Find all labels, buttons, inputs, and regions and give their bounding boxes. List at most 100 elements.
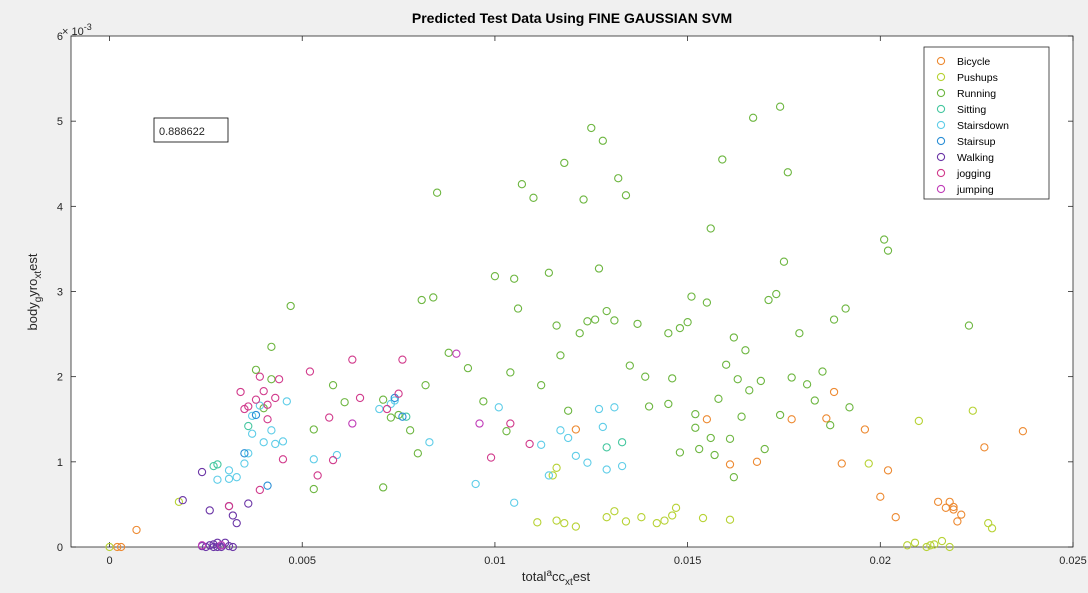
- data-point: [517, 180, 527, 189]
- data-point: [745, 386, 754, 395]
- data-point: [864, 459, 873, 468]
- data-point: [602, 513, 611, 522]
- data-point: [251, 410, 261, 420]
- data-point: [240, 449, 249, 458]
- data-point: [860, 425, 870, 434]
- data-point: [325, 413, 334, 422]
- y-tick-label: 1: [57, 457, 63, 469]
- data-point: [706, 224, 715, 233]
- data-point: [217, 541, 226, 550]
- data-point: [224, 466, 234, 475]
- data-point: [379, 395, 388, 404]
- data-point: [348, 355, 357, 364]
- data-point: [903, 541, 912, 550]
- data-point: [987, 524, 997, 533]
- data-point: [205, 506, 214, 515]
- data-point: [668, 511, 677, 520]
- x-axis-ticks: 0 0.005 0.01 0.015 0.02 0.025: [106, 36, 1087, 567]
- data-point: [444, 348, 453, 357]
- data-point: [544, 471, 554, 480]
- data-point: [583, 458, 592, 467]
- data-point: [602, 465, 611, 474]
- data-point: [379, 483, 388, 492]
- data-point: [617, 438, 627, 447]
- legend-entry: Sitting: [957, 104, 986, 116]
- data-point: [614, 174, 623, 183]
- data-point: [687, 292, 696, 301]
- data-point: [598, 136, 607, 145]
- data-point: [255, 485, 264, 495]
- legend-entry: Running: [957, 88, 996, 100]
- data-point: [714, 394, 723, 403]
- data-point: [598, 422, 607, 432]
- data-point: [263, 400, 272, 409]
- data-point: [883, 246, 893, 255]
- data-point: [251, 365, 261, 375]
- data-point: [783, 168, 792, 177]
- data-point: [610, 507, 619, 516]
- data-point: [224, 474, 234, 484]
- data-point: [583, 317, 592, 326]
- data-point: [818, 367, 827, 376]
- data-point: [236, 387, 245, 397]
- data-point: [560, 158, 569, 168]
- data-point: [787, 415, 796, 424]
- data-point: [463, 363, 473, 373]
- data-point: [398, 412, 407, 421]
- data-point: [429, 293, 438, 302]
- data-point: [625, 361, 634, 370]
- chart-title: Predicted Test Data Using FINE GAUSSIAN …: [412, 10, 732, 26]
- accuracy-value: 0.888622: [159, 126, 205, 138]
- data-point: [826, 421, 835, 430]
- data-point: [544, 268, 554, 277]
- data-point: [621, 517, 631, 526]
- data-point: [174, 497, 184, 507]
- legend-marker: [936, 184, 946, 194]
- data-point: [841, 304, 850, 313]
- data-point: [421, 381, 430, 390]
- x-axis-label: totalaccxtest: [522, 568, 591, 588]
- data-point: [729, 333, 739, 342]
- data-point: [748, 113, 758, 122]
- data-point: [695, 444, 704, 454]
- data-point: [328, 381, 338, 390]
- plot-area: [70, 35, 1074, 548]
- x-tick-label: 0.025: [1059, 555, 1087, 567]
- data-point: [733, 375, 742, 384]
- data-point: [552, 321, 561, 330]
- data-point: [560, 519, 569, 528]
- data-point: [602, 443, 611, 452]
- data-point: [802, 380, 812, 389]
- data-point: [309, 455, 318, 464]
- x-tick-label: 0.005: [288, 555, 316, 567]
- data-point: [224, 541, 234, 551]
- data-point: [922, 542, 931, 552]
- data-point: [691, 423, 700, 432]
- data-point: [822, 414, 831, 423]
- data-point: [251, 395, 261, 404]
- data-point: [178, 496, 187, 505]
- series-jumping: [197, 349, 484, 550]
- data-point: [579, 195, 588, 204]
- legend-marker: [936, 88, 946, 98]
- data-point: [571, 451, 581, 461]
- legend-marker: [936, 168, 946, 178]
- data-point: [810, 396, 819, 405]
- data-point: [537, 440, 546, 449]
- data-point: [259, 438, 268, 447]
- data-point: [282, 397, 291, 406]
- data-point: [718, 155, 727, 164]
- data-point: [795, 329, 804, 338]
- legend-marker: [936, 152, 946, 162]
- legend-entry: Pushups: [957, 72, 998, 84]
- data-point: [706, 433, 715, 443]
- data-point: [340, 398, 349, 407]
- data-point: [594, 404, 604, 414]
- data-point: [244, 499, 253, 508]
- x-tick-label: 0.01: [484, 555, 505, 567]
- data-point: [552, 516, 561, 525]
- data-point: [132, 525, 141, 535]
- data-point: [494, 403, 503, 412]
- data-point: [213, 475, 222, 484]
- data-point: [930, 540, 939, 549]
